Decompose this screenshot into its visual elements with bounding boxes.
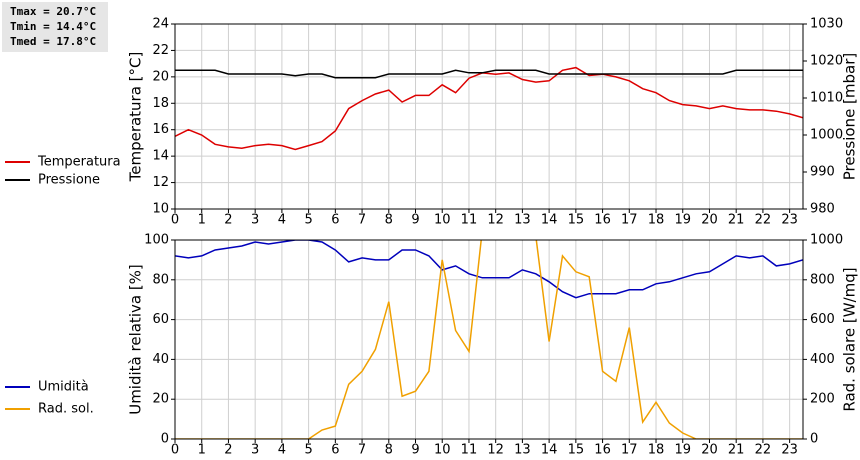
x-tick-label: 15 [568,213,585,228]
x-tick-label: 17 [621,443,638,458]
y2-tick-label: 0 [810,432,818,447]
x-tick-label: 20 [701,443,718,458]
x-tick-label: 12 [487,213,504,228]
x-tick-label: 11 [461,213,478,228]
y2-tick-label: 200 [810,392,835,407]
y-axis-title: Umidità relativa [%] [127,264,145,415]
annotation: Tmin = 14.4°C [10,20,96,33]
x-tick-label: 21 [728,213,745,228]
x-tick-label: 18 [648,213,665,228]
x-tick-label: 1 [198,213,206,228]
x-tick-label: 23 [781,443,798,458]
x-tick-label: 16 [594,443,611,458]
x-tick-label: 1 [198,443,206,458]
y-tick-label: 20 [152,69,169,84]
x-tick-label: 16 [594,213,611,228]
x-tick-label: 4 [278,443,286,458]
x-tick-label: 19 [674,213,691,228]
legend-label: Rad. sol. [38,402,94,417]
y-tick-label: 60 [152,312,169,327]
legend-label: Temperatura [37,155,121,170]
y2-tick-label: 400 [810,352,835,367]
x-tick-label: 8 [385,443,393,458]
y-tick-label: 10 [152,202,169,217]
y-tick-label: 0 [161,432,169,447]
y2-tick-label: 990 [810,165,835,180]
x-tick-label: 2 [224,213,232,228]
x-tick-label: 5 [304,443,312,458]
x-tick-label: 21 [728,443,745,458]
x-tick-label: 11 [461,443,478,458]
y2-tick-label: 1000 [810,233,843,248]
x-tick-label: 19 [674,443,691,458]
y-tick-label: 22 [152,43,169,58]
y-tick-label: 80 [152,272,169,287]
y2-tick-label: 600 [810,312,835,327]
plot-frame [174,23,804,210]
x-tick-label: 23 [781,213,798,228]
x-tick-label: 5 [304,213,312,228]
x-tick-label: 8 [385,213,393,228]
x-tick-label: 20 [701,213,718,228]
y-tick-label: 16 [152,122,169,137]
x-tick-label: 9 [411,213,419,228]
x-tick-label: 12 [487,443,504,458]
x-tick-label: 18 [648,443,665,458]
annotation: Tmax = 20.7°C [10,5,96,18]
x-tick-label: 9 [411,443,419,458]
x-tick-label: 14 [541,213,558,228]
x-tick-label: 13 [514,443,531,458]
legend-label: Pressione [38,173,100,188]
y-tick-label: 18 [152,96,169,111]
x-tick-label: 17 [621,213,638,228]
data-line [175,69,803,79]
y2-tick-label: 1010 [810,91,843,106]
y-tick-label: 20 [152,392,169,407]
x-tick-label: 22 [755,213,772,228]
plot-frame [174,239,804,440]
y-tick-label: 100 [144,233,169,248]
y2-tick-label: 1000 [810,128,843,143]
y-tick-label: 14 [152,149,169,164]
y2-tick-label: 1020 [810,54,843,69]
x-tick-label: 14 [541,443,558,458]
x-tick-label: 6 [331,443,339,458]
y-axis-title: Temperatura [°C] [127,52,145,183]
stats-box [2,2,108,52]
x-tick-label: 6 [331,213,339,228]
y2-axis-title: Pressione [mbar] [841,53,859,181]
x-tick-label: 7 [358,443,366,458]
x-tick-label: 0 [171,443,179,458]
y2-tick-label: 1030 [810,17,843,32]
data-line [175,240,803,299]
x-tick-label: 10 [434,443,451,458]
x-tick-label: 22 [755,443,772,458]
y-tick-label: 24 [152,17,169,32]
x-tick-label: 0 [171,213,179,228]
annotation: Tmed = 17.8°C [10,35,96,48]
x-tick-label: 15 [568,443,585,458]
x-tick-label: 4 [278,213,286,228]
plot-area [175,24,803,209]
x-tick-label: 3 [251,213,259,228]
y-tick-label: 40 [152,352,169,367]
x-tick-label: 7 [358,213,366,228]
y-tick-label: 12 [152,175,169,190]
plot-area [175,240,803,439]
x-tick-label: 13 [514,213,531,228]
x-tick-label: 10 [434,213,451,228]
y2-tick-label: 980 [810,202,835,217]
y2-axis-title: Rad. solare [W/mq] [841,267,859,411]
data-line [175,66,803,151]
y2-tick-label: 800 [810,272,835,287]
x-tick-label: 3 [251,443,259,458]
legend-label: Umidità [38,380,89,395]
x-tick-label: 2 [224,443,232,458]
